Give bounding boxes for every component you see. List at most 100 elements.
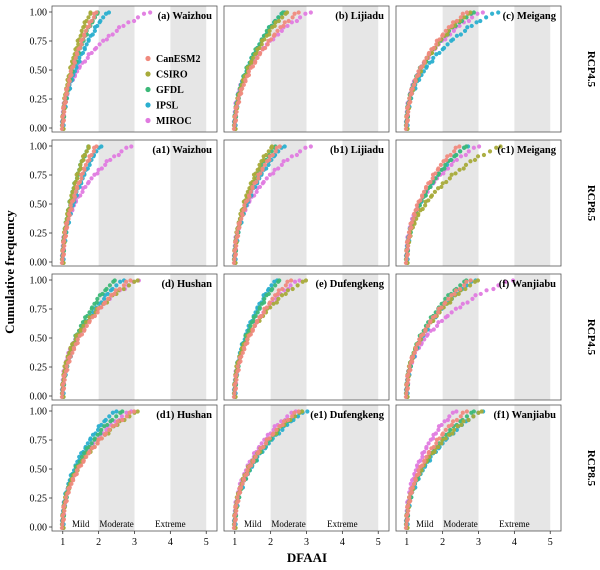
data-point [420,64,425,69]
data-point [131,18,137,24]
data-point [252,323,257,328]
data-point [261,179,266,185]
data-point [120,417,125,423]
data-point [233,517,238,522]
shaded-band [170,140,207,266]
data-point [267,28,272,33]
data-point [279,162,284,167]
data-point [457,167,462,172]
data-point [434,323,440,328]
data-point [428,179,433,185]
data-point [86,144,91,149]
data-point [97,42,102,47]
data-point [264,152,269,158]
data-point [267,436,272,441]
data-point [458,305,463,310]
data-point [268,37,274,42]
data-point [414,203,419,208]
data-point [258,171,263,176]
data-point [440,181,445,186]
data-point [476,410,481,415]
data-point [64,225,70,230]
data-point [94,300,99,305]
data-point [436,166,441,171]
data-point [61,381,66,386]
data-point [246,193,252,198]
data-point [437,50,442,56]
band-label-mild: Mild [72,519,90,529]
data-point [87,23,92,29]
data-point [405,386,410,391]
data-point [241,476,246,482]
data-point [121,286,126,292]
data-point [424,454,429,459]
data-point [436,444,441,450]
data-point [284,10,290,15]
data-point [89,176,94,181]
data-point [450,37,456,42]
data-point [457,144,462,149]
data-point [475,278,481,283]
data-point [259,313,264,319]
data-point [457,286,463,292]
data-point [78,327,84,332]
band-label-moderate: Moderate [271,519,305,529]
data-point [115,419,120,424]
data-point [72,59,77,64]
data-point [405,238,410,243]
data-point [92,313,98,319]
data-point [450,419,456,424]
data-point [103,417,108,423]
data-point [426,198,431,203]
data-point [92,28,97,33]
data-point [66,77,72,83]
data-point [256,449,261,455]
series-CanESM2 [59,409,137,531]
data-point [440,431,446,436]
data-point [275,291,280,297]
data-point [262,37,267,42]
data-point [233,386,239,391]
data-point [405,113,410,118]
data-point [281,159,286,164]
data-point [101,38,106,43]
panel: (e) Dufengkeng [223,273,390,401]
data-point [245,340,250,346]
data-point [114,414,119,419]
data-point [110,32,115,37]
data-point [86,179,91,185]
series-CanESM2 [231,278,294,400]
data-point [80,37,85,42]
x-tick-label: 1 [232,537,237,548]
data-point [447,414,452,419]
data-point [430,50,435,56]
data-point [295,414,301,419]
panel: (b) Lijiadu [223,5,390,133]
shaded-band [342,274,379,400]
data-point [62,503,67,508]
data-point [60,123,65,128]
data-point [71,198,76,203]
data-point [494,145,499,150]
data-point [114,283,119,288]
data-point [448,300,453,305]
data-point [242,206,248,212]
data-point [87,318,92,324]
data-point [449,293,454,298]
data-point [289,410,294,415]
data-point [255,55,260,60]
data-point [94,10,99,15]
data-point [433,431,439,436]
data-point [438,162,444,167]
data-point [272,23,277,29]
x-tick-label: 4 [340,537,345,548]
data-point [259,441,264,446]
data-point [408,367,413,373]
data-point [484,15,489,20]
data-point [120,409,125,414]
data-point [423,327,428,332]
data-point [79,454,85,459]
data-point [292,410,297,415]
data-point [292,279,298,284]
x-tick-label: 3 [476,537,481,548]
